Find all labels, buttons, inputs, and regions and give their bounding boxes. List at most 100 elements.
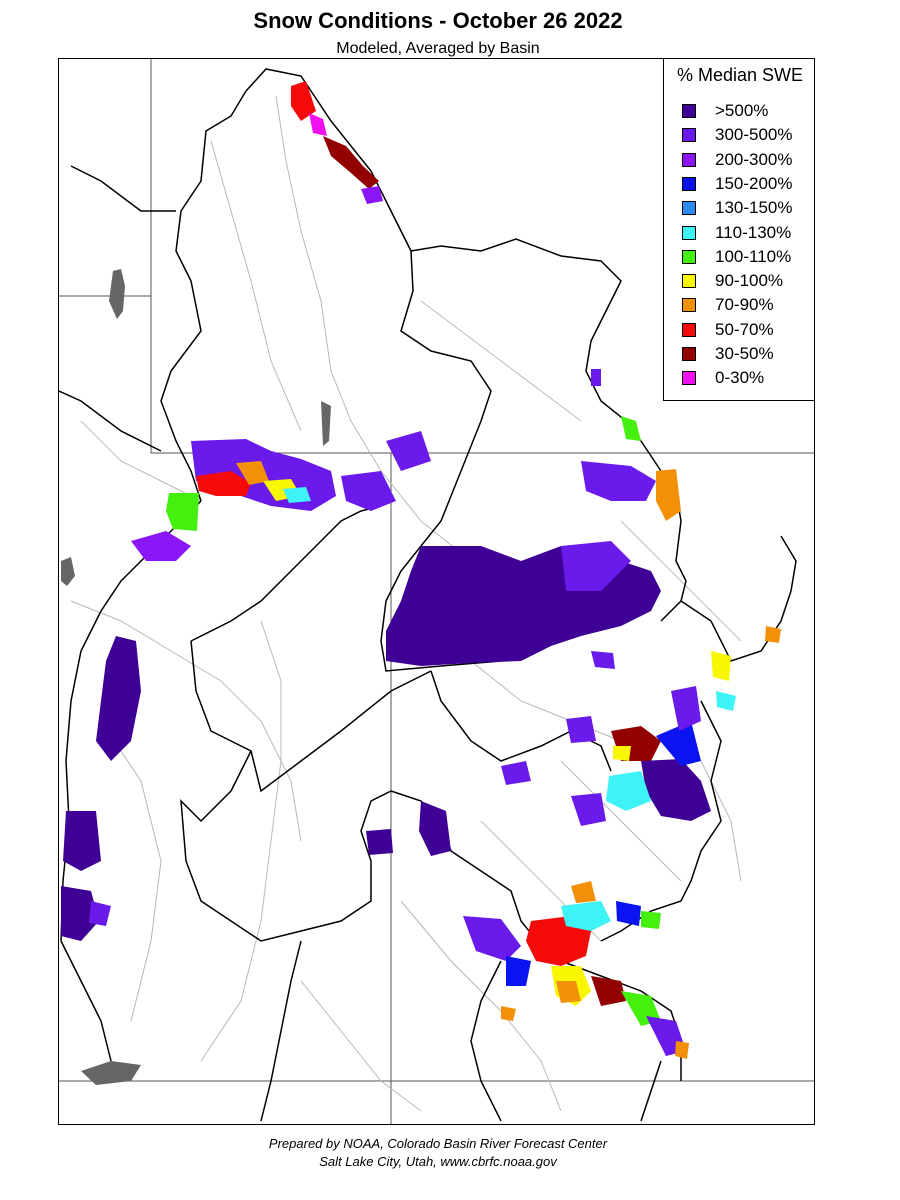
swe-patch bbox=[196, 471, 251, 496]
swe-patch bbox=[656, 721, 701, 766]
swe-patch bbox=[236, 461, 269, 485]
basin-map-svg bbox=[59, 59, 814, 1124]
swe-patch bbox=[131, 531, 191, 561]
legend-label: 0-30% bbox=[715, 368, 765, 388]
basin-boundary bbox=[160, 90, 247, 502]
legend-label: 300-500% bbox=[715, 125, 793, 145]
swe-patch bbox=[506, 956, 531, 986]
legend-swatch bbox=[682, 225, 696, 240]
swe-patch bbox=[641, 911, 661, 929]
legend-item: >500% bbox=[682, 101, 768, 121]
legend-swatch bbox=[682, 322, 696, 337]
lakes bbox=[61, 269, 331, 1085]
basin-boundary bbox=[180, 750, 392, 942]
swe-patch bbox=[366, 829, 393, 855]
swe-patch bbox=[606, 771, 651, 811]
legend-item: 30-50% bbox=[682, 344, 774, 364]
basin-boundary bbox=[190, 640, 432, 793]
legend-swatch bbox=[682, 104, 696, 118]
basin-boundary bbox=[190, 505, 382, 642]
swe-patch bbox=[675, 1041, 689, 1059]
legend-item: 90-100% bbox=[682, 271, 783, 291]
river bbox=[620, 520, 742, 642]
legend-label: 200-300% bbox=[715, 149, 793, 169]
swe-patch bbox=[591, 976, 626, 1006]
legend-title: % Median SWE bbox=[676, 65, 804, 85]
swe-patch bbox=[419, 801, 451, 856]
swe-patch bbox=[386, 431, 431, 471]
swe-patch bbox=[501, 1006, 516, 1021]
legend-label: >500% bbox=[715, 101, 769, 120]
swe-patch bbox=[571, 793, 606, 826]
swe-patch bbox=[61, 886, 99, 941]
river bbox=[100, 720, 162, 1022]
river bbox=[300, 980, 422, 1112]
swe-patch bbox=[591, 651, 615, 669]
legend-label: 110-130% bbox=[715, 222, 792, 242]
snow-patches bbox=[61, 81, 781, 1059]
lake bbox=[81, 1061, 141, 1085]
legend-swatch bbox=[682, 249, 696, 264]
lake bbox=[61, 557, 75, 586]
legend-item: 130-150% bbox=[682, 198, 793, 218]
map-title: Snow Conditions - October 26 2022 bbox=[253, 8, 623, 33]
legend-swatch bbox=[682, 347, 696, 361]
legend-label: 100-110% bbox=[715, 246, 792, 266]
swe-patch bbox=[656, 469, 681, 521]
legend-label: 150-200% bbox=[715, 173, 793, 193]
swe-patch bbox=[309, 113, 327, 136]
river bbox=[275, 95, 522, 602]
map-subtitle: Modeled, Averaged by Basin bbox=[336, 40, 540, 57]
basin-boundary bbox=[640, 1060, 662, 1122]
basin-boundary bbox=[430, 670, 612, 772]
swe-patch bbox=[561, 901, 611, 931]
swe-patch bbox=[96, 636, 141, 761]
legend-item: 300-500% bbox=[682, 125, 793, 145]
basin-boundary bbox=[260, 940, 302, 1122]
legend-label: 90-100% bbox=[715, 271, 784, 291]
swe-patch bbox=[501, 761, 531, 785]
swe-patch bbox=[571, 881, 596, 903]
river bbox=[210, 140, 302, 432]
swe-patch bbox=[323, 136, 379, 189]
swe-patch bbox=[361, 186, 383, 204]
legend-label: 70-90% bbox=[715, 295, 774, 315]
legend-label: 130-150% bbox=[715, 198, 793, 218]
swe-patch bbox=[711, 651, 731, 681]
swe-patch bbox=[613, 746, 631, 761]
basin-boundary bbox=[470, 960, 502, 1122]
footer-credit: Prepared by NOAA, Colorado Basin River F… bbox=[268, 1136, 608, 1151]
legend-item: 200-300% bbox=[682, 150, 793, 170]
swe-patch bbox=[63, 811, 101, 871]
lake bbox=[321, 401, 331, 446]
swe-patch bbox=[341, 471, 396, 511]
rivers bbox=[70, 95, 742, 1112]
basin-boundary bbox=[60, 940, 112, 1062]
swe-patch bbox=[566, 716, 596, 743]
swe-patch bbox=[765, 626, 781, 643]
basin-boundary bbox=[245, 68, 492, 547]
basin-boundary bbox=[70, 165, 176, 212]
legend-swatch bbox=[682, 274, 696, 289]
legend-swatch bbox=[682, 128, 696, 143]
swe-patch bbox=[561, 541, 631, 591]
legend-label: 30-50% bbox=[715, 344, 774, 363]
river bbox=[200, 620, 282, 1062]
swe-patch bbox=[556, 981, 581, 1003]
river bbox=[80, 420, 202, 502]
legend-swatch bbox=[682, 201, 696, 216]
legend-label: 50-70% bbox=[715, 319, 774, 339]
lake bbox=[109, 269, 125, 319]
legend-item: 150-200% bbox=[682, 174, 793, 194]
legend-swatch bbox=[682, 152, 696, 167]
legend-item: 50-70% bbox=[682, 320, 774, 340]
swe-patch bbox=[581, 461, 656, 501]
legend-item: 100-110% bbox=[682, 247, 791, 267]
swe-patch bbox=[526, 916, 591, 966]
legend-swatch bbox=[682, 176, 696, 191]
river bbox=[420, 300, 582, 422]
swe-patch bbox=[166, 493, 199, 531]
swe-patch bbox=[616, 901, 641, 926]
river bbox=[560, 760, 682, 882]
swe-patch bbox=[716, 691, 736, 711]
